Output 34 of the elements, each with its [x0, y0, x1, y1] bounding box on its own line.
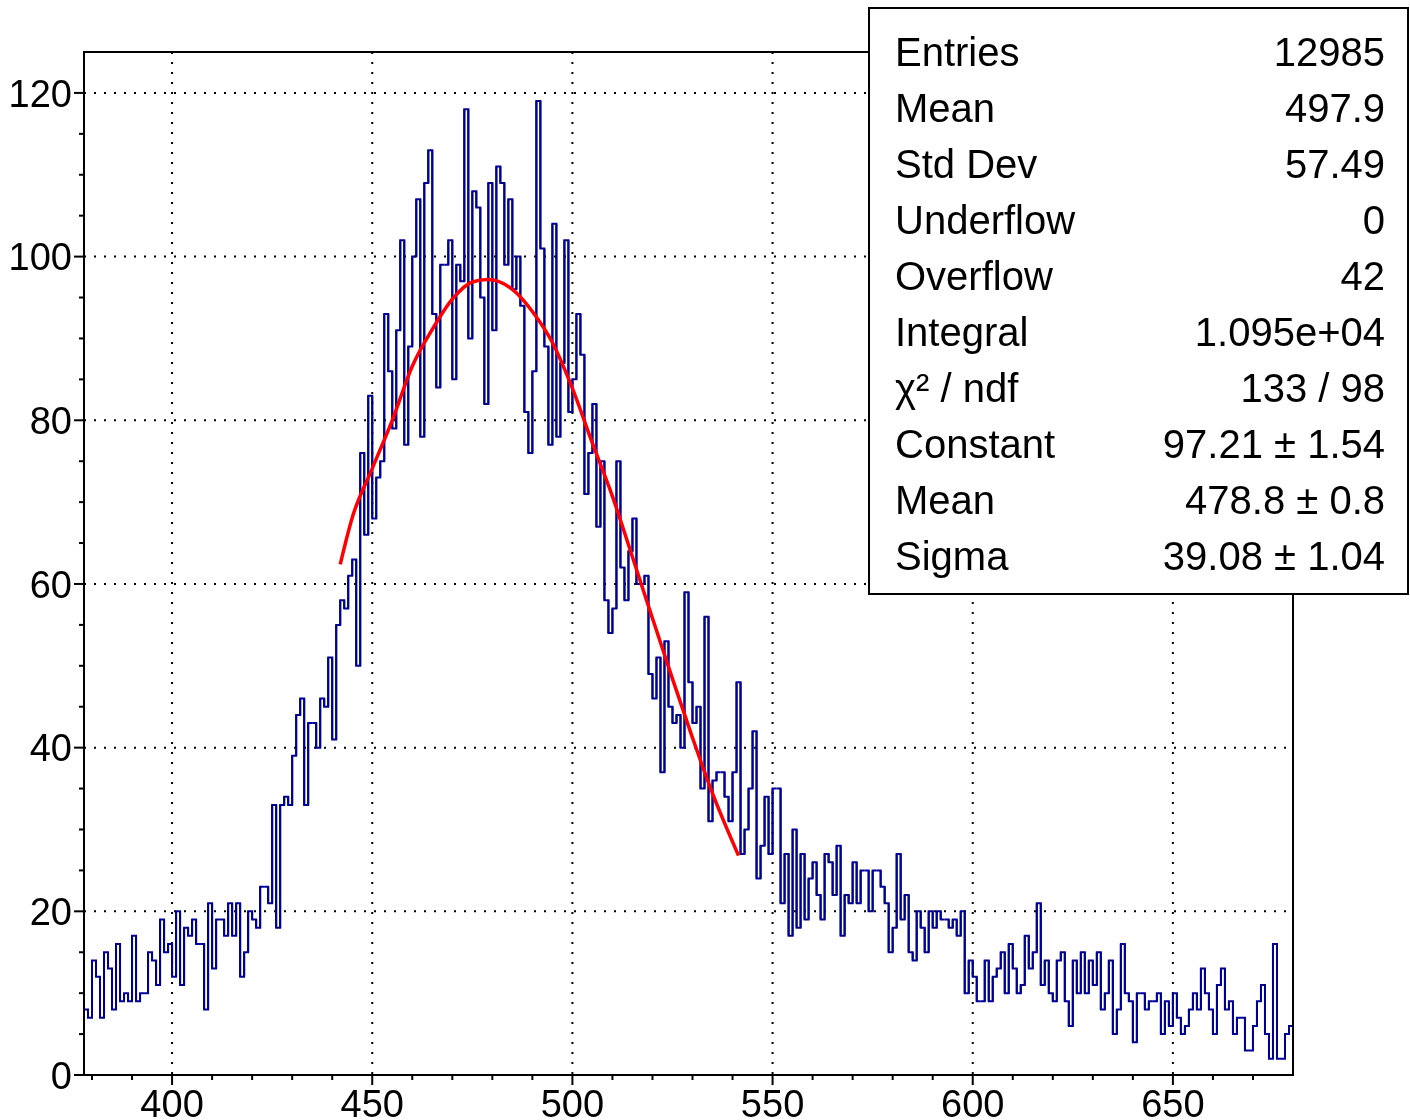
text: 0 — [1362, 198, 1385, 243]
x-tick-label: 400 — [140, 1083, 204, 1120]
x-tick-label: 600 — [941, 1083, 1005, 1120]
annotation: Overflow — [895, 254, 1053, 299]
annotation: Mean — [895, 478, 996, 523]
annotation: χ² / ndf — [895, 366, 1020, 411]
y-tick-label: 100 — [8, 236, 72, 279]
annotation: 57.49 — [1284, 142, 1385, 187]
annotation: Mean — [895, 86, 996, 131]
annotation: Underflow — [895, 198, 1076, 243]
x-tick-label: 550 — [740, 1083, 805, 1120]
annotation: 133 / 98 — [1240, 366, 1385, 411]
y-tick-label: 120 — [8, 72, 72, 115]
annotation: 12985 — [1273, 30, 1385, 75]
line-series — [338, 277, 741, 858]
y-tick-label: 40 — [29, 727, 72, 770]
x-tick-label: 450 — [340, 1083, 404, 1120]
annotation: 497.9 — [1284, 86, 1385, 131]
annotation: Constant — [895, 422, 1056, 467]
y-tick-label: 0 — [50, 1054, 72, 1097]
annotation: 478.8 ± 0.8 — [1185, 478, 1385, 523]
annotation: Sigma — [895, 534, 1010, 579]
annotation: Entries — [895, 30, 1020, 75]
y-tick-label: 60 — [29, 563, 72, 606]
x-tick-label: 500 — [540, 1083, 605, 1120]
annotation: Integral — [895, 310, 1029, 355]
text: 42 — [1340, 254, 1385, 299]
annotation: 39.08 ± 1.04 — [1162, 534, 1385, 579]
y-tick-label: 20 — [29, 891, 72, 933]
x-tick-label: 650 — [1141, 1083, 1205, 1120]
annotation: Std Dev — [895, 142, 1038, 187]
annotation: 1.095e+04 — [1194, 310, 1385, 355]
annotation: 97.21 ± 1.54 — [1162, 422, 1385, 467]
y-tick-label: 80 — [29, 399, 72, 442]
